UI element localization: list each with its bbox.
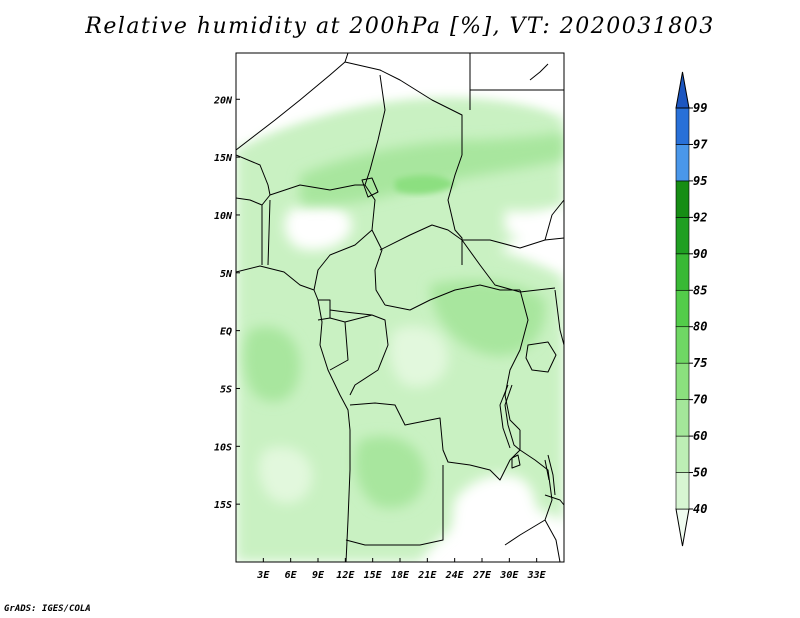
longitude-label: 24E xyxy=(445,570,465,581)
humidity-dry-patch-nw xyxy=(284,204,352,251)
latitude-label: EQ xyxy=(220,327,232,338)
colorbar-max-arrow xyxy=(675,71,690,109)
map-title: Relative humidity at 200hPa [%], VT: 202… xyxy=(85,14,715,39)
border-mali-niger xyxy=(236,154,271,196)
lake-malawi xyxy=(544,454,556,496)
border-ethiopia xyxy=(544,199,564,241)
border-gabon-eq-guinea xyxy=(318,299,331,318)
border-nigeria-cameroon xyxy=(313,229,373,291)
border-niger-libya xyxy=(344,61,463,155)
colorbar-segment xyxy=(675,472,690,510)
longitude-label: 6E xyxy=(285,570,298,581)
colorbar-label: 95 xyxy=(693,174,707,188)
longitude-label: 27E xyxy=(472,570,492,581)
border-nigeria-niger xyxy=(269,184,376,231)
border-drc-angola xyxy=(349,402,471,466)
border-cameroon-congo xyxy=(329,309,373,316)
colorbar-segment xyxy=(675,107,690,145)
humidity-contour-50-south xyxy=(258,446,313,504)
coastline-west-africa xyxy=(236,265,351,562)
colorbar-label: 97 xyxy=(693,137,708,151)
lake-victoria xyxy=(525,341,557,373)
longitude-labels: 3E 6E 9E 12E 15E 18E 21E 24E 27E 30E 33E xyxy=(256,558,547,581)
longitude-label: 30E xyxy=(499,570,519,581)
latitude-labels: 20N 15N 10N 5N EQ 5S 10S 15S xyxy=(213,95,240,511)
colorbar-label: 90 xyxy=(693,247,707,261)
colorbar: 40 50 60 70 75 80 85 90 92 95 97 99 xyxy=(675,71,708,547)
colorbar-segment xyxy=(675,217,690,255)
grads-credit: GrADS: IGES/COLA xyxy=(4,604,91,614)
humidity-contour-50-centre xyxy=(389,326,449,387)
colorbar-segment xyxy=(675,362,690,400)
border-car-drc xyxy=(384,284,520,311)
humidity-dry-east xyxy=(505,208,564,265)
longitude-label: 12E xyxy=(336,570,355,581)
colorbar-label: 99 xyxy=(693,101,707,115)
border-cameroon-chad xyxy=(371,229,386,306)
humidity-dry-north xyxy=(236,53,564,140)
border-ghana-burkina xyxy=(236,194,271,206)
country-borders xyxy=(236,53,564,562)
lake-tanganyika xyxy=(499,384,521,451)
latitude-label: 5S xyxy=(220,384,232,395)
humidity-dry-patch-se xyxy=(452,474,536,556)
colorbar-label: 60 xyxy=(693,429,707,443)
border-ghana-togo xyxy=(261,199,271,266)
colorbar-segment xyxy=(675,435,690,473)
colorbar-segment xyxy=(675,180,690,218)
colorbar-segment xyxy=(675,144,690,182)
colorbar-segment xyxy=(675,253,690,291)
colorbar-label: 92 xyxy=(693,210,707,224)
latitude-label: 5N xyxy=(220,269,233,280)
colorbar-min-arrow xyxy=(675,508,690,547)
border-chad-niger xyxy=(364,74,386,186)
colorbar-segment xyxy=(675,399,690,437)
humidity-contour-70-west xyxy=(243,326,300,402)
colorbar-segment xyxy=(675,326,690,364)
lake-chad xyxy=(361,177,379,198)
latitude-label: 15S xyxy=(214,500,232,511)
longitude-label: 33E xyxy=(527,570,547,581)
humidity-contour-70-band xyxy=(300,132,564,206)
longitude-label: 3E xyxy=(256,570,270,581)
border-zambia-malawi xyxy=(504,449,553,546)
border-mozambique xyxy=(544,494,564,562)
border-sudan-south xyxy=(462,237,564,249)
longitude-label: 21E xyxy=(417,570,437,581)
colorbar-segment xyxy=(675,289,690,328)
border-drc-east xyxy=(504,289,529,431)
colorbar-label: 40 xyxy=(693,502,707,516)
border-angola-zambia xyxy=(380,465,444,546)
border-uganda-kenya xyxy=(554,289,564,346)
border-namibia xyxy=(345,539,395,546)
colorbar-label: 75 xyxy=(693,356,707,370)
latitude-label: 10S xyxy=(214,442,232,453)
border-drc-zambia xyxy=(469,430,521,481)
lake-mweru xyxy=(511,454,521,469)
longitude-label: 9E xyxy=(312,570,325,581)
border-niger-algeria xyxy=(236,53,349,151)
colorbar-label: 50 xyxy=(693,466,707,480)
latitude-label: 15N xyxy=(214,153,233,164)
colorbar-label: 85 xyxy=(693,283,707,297)
longitude-label: 15E xyxy=(364,570,383,581)
colorbar-label: 70 xyxy=(693,393,707,407)
humidity-contour-75 xyxy=(395,175,455,195)
latitude-label: 20N xyxy=(213,95,233,106)
latitude-label: 10N xyxy=(214,211,233,222)
longitude-label: 18E xyxy=(391,570,410,581)
border-chad-sudan xyxy=(447,154,463,265)
red-sea-coast xyxy=(529,63,549,81)
humidity-contour-70-east xyxy=(430,280,546,356)
colorbar-label: 80 xyxy=(693,320,707,334)
humidity-contour-70-south xyxy=(355,436,426,509)
